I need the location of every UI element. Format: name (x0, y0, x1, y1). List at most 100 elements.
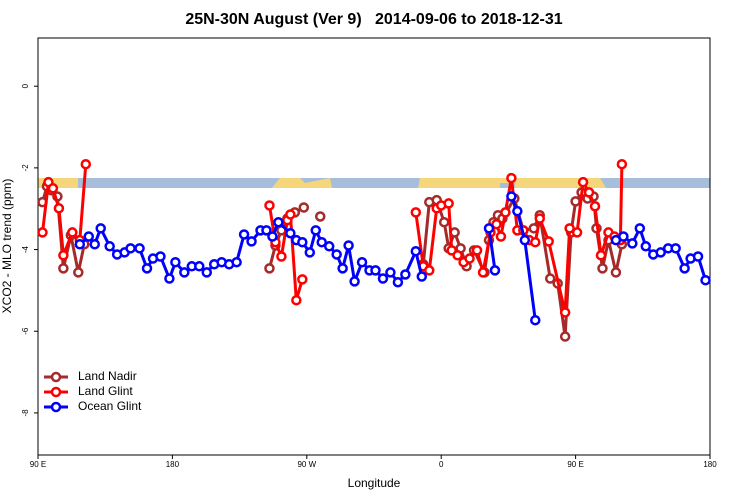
data-point (310, 225, 322, 236)
legend-item: Ocean Glint (44, 399, 142, 413)
data-point (377, 273, 389, 284)
legend-marker (50, 371, 62, 383)
data-point (337, 263, 348, 274)
land-strip (38, 178, 78, 188)
data-point (356, 256, 368, 268)
data-point (304, 247, 316, 258)
ocean-strip (38, 178, 710, 188)
data-point (530, 314, 541, 326)
data-point (438, 216, 450, 228)
data-point (80, 158, 92, 170)
data-point (491, 218, 502, 230)
data-point (194, 261, 205, 272)
x-tick-label: 90 W (297, 460, 316, 469)
data-point (95, 223, 106, 234)
data-point (298, 202, 310, 213)
data-point (570, 196, 581, 207)
x-tick-label: 180 (166, 460, 180, 469)
data-point (589, 201, 601, 212)
legend-label: Land Nadir (78, 369, 137, 383)
y-tick-label: -8 (21, 409, 30, 417)
data-point (370, 265, 381, 276)
x-tick-label: 90 E (567, 460, 583, 469)
data-point (58, 250, 69, 261)
data-point (285, 227, 296, 239)
legend-marker (50, 386, 62, 398)
data-point (519, 234, 531, 246)
data-point (134, 243, 145, 254)
x-tick-label: 90 E (30, 460, 46, 469)
y-tick-label: -4 (21, 245, 30, 253)
data-point (679, 263, 690, 274)
data-point (495, 231, 507, 242)
y-axis-label: XCO2 - MLO trend (ppm) (0, 179, 14, 314)
data-point (559, 307, 571, 318)
data-point (264, 263, 275, 274)
data-point (506, 172, 517, 184)
data-point (297, 274, 308, 285)
data-point (452, 250, 463, 261)
data-point (583, 187, 595, 198)
data-point (443, 198, 454, 209)
plot-frame (37, 37, 711, 456)
data-point (276, 251, 287, 262)
data-point (267, 231, 278, 242)
data-point (489, 265, 501, 276)
data-point (610, 267, 622, 278)
x-axis-label: Longitude (348, 476, 401, 490)
y-tick-label: -2 (21, 164, 30, 172)
data-point (323, 241, 335, 252)
legend-label: Ocean Glint (78, 399, 142, 413)
data-point (291, 294, 302, 306)
land-strip (272, 178, 332, 188)
legend-item: Land Glint (44, 384, 133, 398)
data-point (104, 241, 115, 252)
x-tick-label: 180 (703, 460, 717, 469)
data-point (512, 205, 523, 217)
data-point (534, 213, 546, 224)
data-point (597, 263, 608, 274)
data-point (261, 225, 272, 236)
data-point (58, 263, 69, 274)
data-point (471, 245, 483, 256)
data-point (164, 273, 175, 284)
data-point (37, 227, 48, 238)
data-point (670, 243, 681, 254)
data-point (246, 236, 257, 247)
data-point (343, 240, 354, 251)
data-point (331, 249, 342, 260)
data-point (285, 209, 296, 220)
data-point (74, 239, 86, 250)
data-point (424, 265, 435, 276)
data-point (314, 211, 326, 222)
data-point (83, 231, 95, 242)
data-point (400, 269, 411, 280)
data-point (692, 251, 704, 262)
data-point (155, 251, 166, 262)
data-point (349, 276, 360, 287)
data-point (477, 267, 489, 278)
series-line (78, 195, 707, 321)
data-point (316, 236, 327, 248)
data-point (67, 227, 78, 238)
legend-item: Land Nadir (44, 369, 137, 383)
data-point (634, 223, 646, 234)
data-point (483, 223, 495, 234)
data-point (618, 231, 629, 242)
data-point (410, 207, 422, 218)
data-point (543, 236, 554, 247)
data-point (464, 253, 475, 264)
y-tick-label: -6 (21, 327, 30, 335)
plot-area: 90 E 180 90 W 0 90 E 180 0 -2 -4 -6 -8 (21, 83, 717, 469)
map-strip (38, 178, 710, 188)
data-point (53, 203, 65, 214)
data-point (392, 276, 404, 288)
data-point (577, 176, 589, 188)
data-point (238, 229, 250, 240)
data-point (700, 274, 711, 286)
data-point (47, 183, 59, 194)
data-point (544, 273, 556, 284)
data-point (89, 239, 100, 250)
